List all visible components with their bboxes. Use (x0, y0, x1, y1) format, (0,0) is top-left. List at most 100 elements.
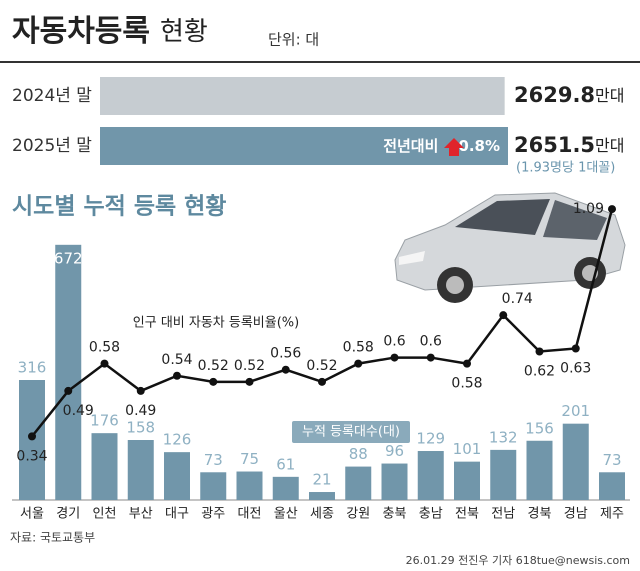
bar (454, 461, 480, 500)
x-tick-label: 인천 (93, 507, 117, 522)
ratio-value-label: 0.74 (502, 291, 533, 307)
ratio-dot (390, 353, 399, 362)
bar (345, 466, 372, 500)
change-annotation: 전년대비 0.8% (383, 137, 500, 155)
x-tick-label: 대구 (165, 507, 189, 522)
line-legend-box (118, 312, 314, 334)
bar-value-label: 21 (312, 471, 331, 489)
ratio-dot (173, 371, 181, 380)
value-unit: 만대 (595, 136, 624, 155)
ratio-value-label: 0.52 (306, 358, 337, 374)
bar (490, 449, 517, 500)
bar (100, 127, 508, 165)
x-tick-label: 충남 (419, 507, 443, 522)
bar-value-label: 73 (602, 451, 621, 469)
note: (1.93명당 1대꼴) (516, 161, 615, 176)
x-tick-label: 충북 (383, 507, 407, 522)
bar-legend-box (292, 421, 410, 443)
ratio-dot (463, 359, 471, 368)
ratio-value-label: 0.34 (16, 448, 47, 464)
bar (381, 463, 408, 500)
value-unit: 만대 (595, 86, 624, 105)
bar-value-label: 316 (18, 359, 47, 377)
up-arrow (444, 138, 464, 156)
ratio-dot (281, 365, 290, 374)
title-main: 자동차등록 (12, 14, 150, 49)
bar (309, 492, 335, 500)
bar (164, 452, 190, 500)
ratio-value-label: 0.49 (125, 403, 156, 419)
bar-value-label: 156 (525, 419, 554, 437)
bar-value-label: 201 (561, 402, 590, 420)
ratio-value-label: 0.52 (198, 358, 229, 374)
change-label: 전년대비 (383, 137, 438, 155)
bar (91, 433, 118, 500)
bar (127, 440, 154, 500)
ratio-value-label: 0.63 (560, 360, 591, 376)
bar-value-label: 132 (489, 428, 518, 446)
bar (417, 451, 444, 500)
ratio-dot (28, 432, 36, 441)
x-tick-label: 강원 (346, 507, 370, 522)
x-tick-label: 경남 (564, 507, 588, 522)
x-tick-label: 울산 (274, 507, 298, 522)
source: 자료: 국토교통부 (10, 531, 95, 545)
category-label: 2025년 말 (12, 136, 92, 156)
x-tick-label: 대전 (238, 507, 262, 522)
value-label: 2629.8만대 (514, 83, 625, 107)
bar-legend: 누적 등록대수(대) (302, 425, 400, 440)
bar-value-label: 75 (240, 450, 259, 468)
bar-value-label: 158 (126, 419, 155, 437)
ratio-dot (100, 359, 109, 368)
value-label: 2651.5만대 (514, 133, 625, 157)
bar (562, 423, 589, 500)
ratio-value-label: 0.62 (524, 364, 555, 380)
ratio-dot (318, 377, 326, 386)
bar-value-label: 101 (453, 440, 482, 458)
ratio-dot (209, 377, 218, 386)
ratio-value-label: 1.09 (573, 201, 604, 217)
bar-value-label: 88 (349, 445, 368, 463)
bar (599, 472, 625, 500)
unit: 단위: 대 (268, 31, 319, 49)
ratio-value-label: 0.58 (343, 340, 374, 356)
ratio-value-label: 0.54 (161, 352, 192, 368)
x-tick-label: 세종 (310, 507, 334, 522)
x-tick-label: 전남 (491, 507, 515, 522)
x-tick-label: 경기 (56, 507, 80, 522)
ratio-value-label: 0.52 (234, 358, 265, 374)
x-tick-label: 경북 (528, 507, 552, 522)
bar-value-label: 129 (416, 430, 445, 448)
value-number: 2651.5 (514, 133, 595, 157)
ratio-dot (245, 377, 254, 386)
bar-value-label: 176 (90, 412, 119, 430)
title: 자동차등록 현황 (12, 14, 208, 49)
ratio-value-label: 0.58 (451, 376, 482, 392)
bar-value-label: 61 (276, 455, 295, 473)
x-tick-label: 제주 (600, 507, 624, 522)
credit: 26.01.29 전진우 기자 618tue@newsis.com (406, 554, 630, 567)
x-tick-label: 서울 (20, 507, 44, 522)
bar-value-label: 126 (163, 431, 192, 449)
ratio-dot (354, 359, 363, 368)
title-suffix: 현황 (160, 17, 208, 47)
bar (55, 244, 82, 500)
ratio-value-label: 0.56 (270, 346, 301, 362)
ratio-dot (571, 344, 580, 353)
bar-value-label: 96 (385, 442, 404, 460)
ratio-value-label: 0.49 (63, 403, 94, 419)
ratio-dot (535, 347, 544, 356)
line-legend: 인구 대비 자동차 등록비율(%) (133, 316, 299, 331)
section-title: 시도별 누적 등록 현황 (12, 194, 226, 220)
car-illustration (394, 192, 626, 303)
ratio-value-label: 0.58 (89, 340, 120, 356)
bar-value-label: 73 (204, 451, 223, 469)
bar-value-label: 672 (54, 249, 83, 267)
ratio-dot (608, 205, 616, 214)
ratio-dot (136, 386, 145, 395)
ratio-value-label: 0.6 (420, 334, 442, 350)
x-tick-label: 광주 (201, 507, 225, 522)
value-number: 2629.8 (514, 83, 595, 107)
bar (200, 472, 227, 500)
